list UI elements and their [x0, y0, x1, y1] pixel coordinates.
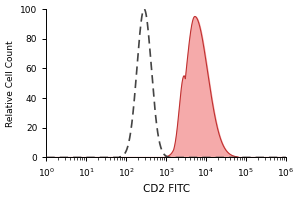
Y-axis label: Relative Cell Count: Relative Cell Count — [6, 40, 15, 127]
X-axis label: CD2 FITC: CD2 FITC — [142, 184, 190, 194]
